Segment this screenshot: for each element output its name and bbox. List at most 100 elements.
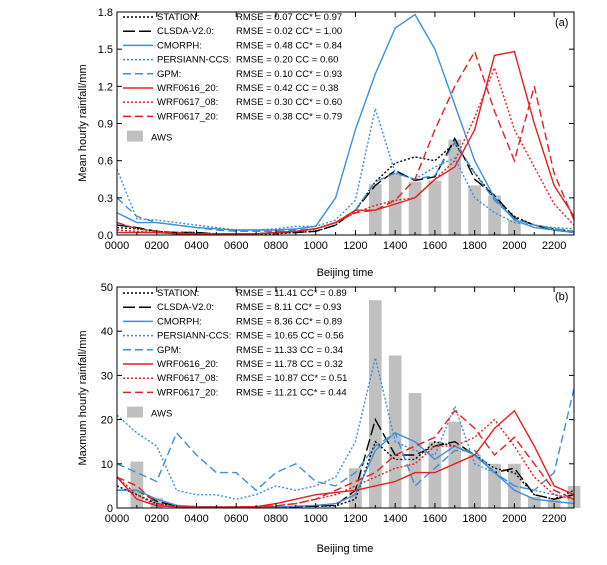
series-line-b-4 xyxy=(116,388,575,492)
legend-label-a-7: WRF0617_20: xyxy=(157,111,218,122)
bar-a-17 xyxy=(448,139,462,235)
panel-a: (a) Beijing time Mean hourly rainfall/mm xyxy=(77,17,568,279)
x-tick-label-b-10: 2000 xyxy=(502,513,526,525)
x-tick-label-b-3: 0600 xyxy=(224,513,248,525)
series-line-a-3 xyxy=(116,105,575,231)
legend-stats-a-2: RMSE = 0.48 CC* = 0.84 xyxy=(236,40,342,51)
y-tick-label-a-3: 0.9 xyxy=(98,119,113,131)
legend-stats-a-7: RMSE = 0.38 CC* = 0.79 xyxy=(236,111,342,122)
legend-label-b-4: GPM: xyxy=(157,345,181,356)
y-tick-label-a-1: 0.3 xyxy=(98,193,113,205)
legend-label-b-3: PERSIANN-CCS: xyxy=(157,331,231,342)
legend-stats-b-2: RMSE = 8.36 CC* = 0.89 xyxy=(236,316,342,327)
axes-frame-b xyxy=(116,286,575,509)
panel-a-label: (a) xyxy=(555,17,568,29)
legend-swatch-bars-b xyxy=(127,406,143,418)
plot-a: 0000 0200 0400 0600 0800 1000 1200 1400 1600 1800… xyxy=(98,7,575,252)
panel-b-label: (b) xyxy=(555,291,568,303)
legend-stats-a-0: RMSE = 0.07 CC* = 0.97 xyxy=(236,12,342,23)
legend-stats-b-6: RMSE = 10.87 CC* = 0.51 xyxy=(236,373,347,384)
x-tick-label-a-4: 0800 xyxy=(264,240,288,252)
legend-stats-b-3: RMSE = 10.65 CC = 0.56 xyxy=(236,331,344,342)
bar-b-15 xyxy=(408,393,422,508)
legend-label-b-5: WRF0616_20: xyxy=(157,359,218,370)
series-line-b-1 xyxy=(117,417,575,508)
legend-a: STATION: RMSE = 0.07 CC* = 0.97 CLSDA-V2.0… xyxy=(123,12,342,144)
x-tick-label-a-2: 0400 xyxy=(184,240,208,252)
legend-label-a-5: WRF0616_20: xyxy=(157,83,218,94)
legend-label-a-2: CMORPH: xyxy=(157,40,202,51)
x-tick-label-a-7: 1400 xyxy=(383,240,407,252)
x-tick-label-b-8: 1600 xyxy=(423,513,447,525)
legend-label-b-1: CLSDA-V2.0: xyxy=(157,302,214,313)
legend-label-b-6: WRF0617_08: xyxy=(157,373,218,384)
legend-stats-a-1: RMSE = 0.02 CC* = 1.00 xyxy=(236,26,342,37)
y-tick-label-a-0: 0.0 xyxy=(98,230,113,242)
x-tick-label-a-5: 1000 xyxy=(303,240,327,252)
series-line-a-0 xyxy=(116,142,575,235)
legend-stats-a-6: RMSE = 0.30 CC* = 0.60 xyxy=(236,97,342,108)
x-tick-label-a-6: 1200 xyxy=(343,240,367,252)
legend-stats-a-5: RMSE = 0.42 CC = 0.38 xyxy=(236,83,338,94)
x-tick-label-b-9: 1800 xyxy=(462,513,486,525)
series-line-b-6 xyxy=(116,418,575,508)
legend-label-a-1: CLSDA-V2.0: xyxy=(157,26,214,37)
bar-b-21 xyxy=(527,496,541,508)
panel-b-ylabel: Maxmum hourly rainfall/mm xyxy=(77,330,89,465)
y-tick-label-b-4: 40 xyxy=(101,326,113,338)
x-tick-label-b-2: 0400 xyxy=(184,513,208,525)
bar-a-16 xyxy=(428,180,442,235)
x-tick-label-a-11: 2200 xyxy=(542,240,566,252)
x-tick-label-b-6: 1200 xyxy=(343,513,367,525)
y-tick-label-a-2: 0.6 xyxy=(98,156,113,168)
plot-b: 0000 0200 0400 0600 0800 1000 1200 1400 1600 1800… xyxy=(101,282,581,525)
x-tick-label-b-5: 1000 xyxy=(303,513,327,525)
x-tick-label-b-4: 0800 xyxy=(264,513,288,525)
legend-label-a-4: GPM: xyxy=(157,69,181,80)
y-tick-label-b-1: 10 xyxy=(101,459,113,471)
y-tick-label-b-2: 20 xyxy=(101,415,113,427)
y-tick-label-a-5: 1.5 xyxy=(98,44,113,56)
legend-label-bars-b: AWS xyxy=(151,409,172,420)
panel-a-ylabel: Mean hourly rainfall/mm xyxy=(77,64,89,181)
x-tick-label-b-11: 2200 xyxy=(542,513,566,525)
legend-stats-b-5: RMSE = 11.78 CC = 0.32 xyxy=(236,359,343,370)
bar-b-17 xyxy=(448,421,462,508)
legend-label-bars-a: AWS xyxy=(151,133,172,144)
legend-label-a-3: PERSIANN-CCS: xyxy=(157,55,231,66)
panel-b: (b) Beijing time Maxmum hourly rainfall/… xyxy=(77,291,568,555)
legend-label-a-6: WRF0617_08: xyxy=(157,97,218,108)
bar-a-20 xyxy=(508,220,521,235)
panel-b-xlabel: Beijing time xyxy=(317,543,374,555)
bar-a-15 xyxy=(408,181,422,235)
panel-a-xlabel: Beijing time xyxy=(317,267,374,279)
x-tick-label-a-9: 1800 xyxy=(462,240,486,252)
legend-label-b-0: STATION: xyxy=(157,288,199,299)
series-line-b-3 xyxy=(116,357,575,500)
x-tick-label-a-1: 0200 xyxy=(144,240,168,252)
bar-b-16 xyxy=(428,441,442,508)
legend-stats-b-4: RMSE = 11.33 CC = 0.34 xyxy=(236,345,343,356)
x-tick-label-b-0: 0000 xyxy=(105,513,129,525)
y-tick-label-b-3: 30 xyxy=(101,370,113,382)
x-tick-label-b-7: 1400 xyxy=(383,513,407,525)
legend-label-a-0: STATION: xyxy=(157,12,199,23)
legend-stats-b-0: RMSE = 11.41 CC* = 0.89 xyxy=(236,288,347,299)
series-line-a-5 xyxy=(117,50,575,235)
legend-stats-a-4: RMSE = 0.10 CC* = 0.93 xyxy=(236,69,342,80)
legend-stats-b-7: RMSE = 11.21 CC* = 0.44 xyxy=(236,387,347,398)
legend-stats-b-1: RMSE = 8.11 CC* = 0.93 xyxy=(236,302,341,313)
x-tick-label-a-10: 2000 xyxy=(502,240,526,252)
x-tick-label-a-0: 0000 xyxy=(105,240,129,252)
y-tick-label-a-4: 1.2 xyxy=(98,81,113,93)
y-tick-label-b-5: 50 xyxy=(101,282,113,294)
bar-b-14 xyxy=(388,355,402,508)
y-tick-label-a-6: 1.8 xyxy=(98,7,113,19)
y-tick-label-b-0: 0 xyxy=(107,503,113,515)
x-tick-label-a-3: 0600 xyxy=(224,240,248,252)
bar-a-18 xyxy=(468,185,482,235)
series-line-a-7 xyxy=(116,49,575,235)
series-line-b-7 xyxy=(116,409,575,508)
